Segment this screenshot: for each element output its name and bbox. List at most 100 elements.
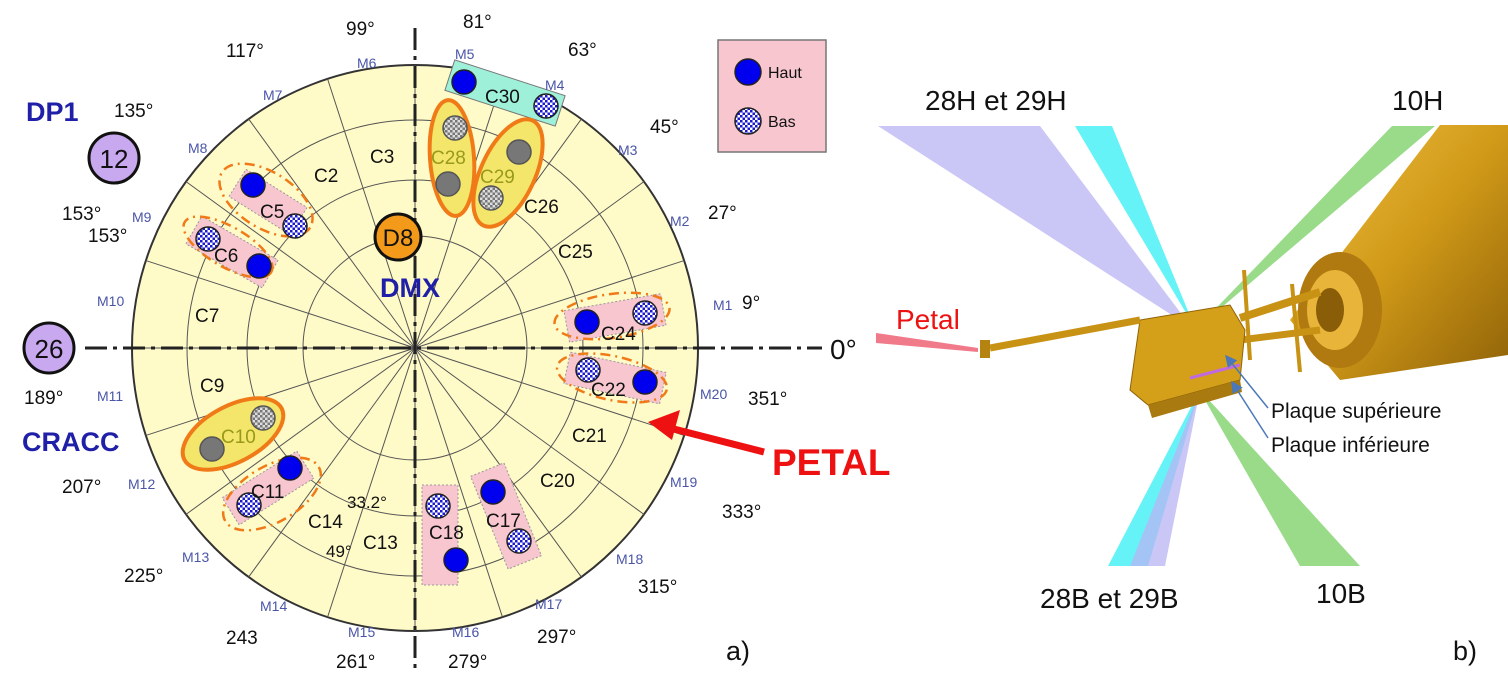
lower-plate-label: Plaque inférieure <box>1271 434 1430 457</box>
module-label-m16: M16 <box>452 624 479 640</box>
haut-marker <box>481 480 505 504</box>
module-label-m20: M20 <box>700 386 727 402</box>
module-label-m7: M7 <box>263 87 283 103</box>
petal-text: Petal <box>896 304 960 335</box>
angle-135: 135° <box>114 101 153 122</box>
angle-261: 261° <box>336 652 375 673</box>
cell-c20: C20 <box>540 471 575 492</box>
cell-c5: C5 <box>260 202 284 223</box>
bas-marker-gray <box>443 116 467 140</box>
inner-angle-49: 49° <box>326 542 352 561</box>
cracc-number: 26 <box>35 334 64 364</box>
dmx-label: DMX <box>380 273 440 303</box>
bas-marker-gray <box>479 186 503 210</box>
angle-207: 207° <box>62 477 101 498</box>
beam-label-28b-29b: 28B et 29B <box>1040 583 1179 614</box>
petal-tip <box>980 340 990 358</box>
module-label-m12: M12 <box>128 476 155 492</box>
module-label-m4: M4 <box>545 77 565 93</box>
cell-c26: C26 <box>524 197 559 218</box>
angle-153: 153° <box>62 204 101 225</box>
haut-marker <box>247 254 271 278</box>
dp1-label: DP1 <box>26 97 79 127</box>
haut-marker-gray <box>436 172 460 196</box>
bas-marker <box>534 94 558 118</box>
angle-297: 297° <box>537 627 576 648</box>
cell-c25: C25 <box>558 242 593 263</box>
panel-label-b: b) <box>1453 636 1477 666</box>
module-label-m6: M6 <box>357 55 377 71</box>
legend-haut-swatch <box>735 59 761 85</box>
module-label-m14: M14 <box>260 598 287 614</box>
beam-label-10h: 10H <box>1392 85 1443 116</box>
module-label-m3: M3 <box>618 142 638 158</box>
cell-c2: C2 <box>314 166 338 187</box>
module-label-m17: M17 <box>535 596 562 612</box>
cell-c13: C13 <box>363 533 398 554</box>
module-label-m13: M13 <box>182 549 209 565</box>
beam-label-28h-29h: 28H et 29H <box>925 85 1067 116</box>
panel-a-diagram: D8 M1 M2 M3 M4 M5 M6 M7 M8 M9 M10 M11 M1… <box>22 12 891 673</box>
beam-label-10b: 10B <box>1316 578 1366 609</box>
angle-315: 315° <box>638 577 677 598</box>
module-label-m9: M9 <box>132 209 152 225</box>
legend-haut-label: Haut <box>768 65 802 82</box>
legend: Haut Bas <box>718 40 826 152</box>
bas-marker <box>507 529 531 553</box>
angle-279: 279° <box>448 652 487 673</box>
cell-c7: C7 <box>195 306 219 327</box>
module-label-m18: M18 <box>616 551 643 567</box>
bas-marker <box>283 214 307 238</box>
legend-bas-label: Bas <box>768 114 796 131</box>
angle-117: 117° <box>226 41 264 62</box>
cell-c17: C17 <box>486 511 521 532</box>
dp1-number: 12 <box>100 144 129 174</box>
petal-beam <box>876 333 978 352</box>
angle-9: 9° <box>742 293 760 314</box>
module-label-m19: M19 <box>670 474 697 490</box>
cell-c11: C11 <box>251 482 284 503</box>
haut-marker <box>452 70 476 94</box>
haut-marker-gray <box>507 140 531 164</box>
cell-c14: C14 <box>308 512 343 533</box>
inner-angle-33-2: 33.2° <box>347 493 387 512</box>
upper-plate-label: Plaque supérieure <box>1271 400 1441 423</box>
cell-c21: C21 <box>572 426 607 447</box>
cell-c22: C22 <box>591 380 626 401</box>
petal-arrow-shaft <box>670 428 764 452</box>
haut-marker <box>444 548 468 572</box>
cell-c9: C9 <box>200 376 224 397</box>
module-label-m5: M5 <box>455 46 475 62</box>
cell-c30: C30 <box>485 87 520 108</box>
module-label-m2: M2 <box>670 213 690 229</box>
bas-marker <box>426 494 450 518</box>
petal-rod <box>990 320 1140 348</box>
angle-81: 81° <box>463 12 492 33</box>
haut-marker <box>278 456 302 480</box>
module-label-m1: M1 <box>713 297 733 313</box>
panel-b-render: Petal Plaque supérieure Plaque inférieur… <box>876 85 1508 666</box>
cell-c6: C6 <box>214 246 238 267</box>
module-label-m8: M8 <box>188 140 208 156</box>
module-label-m11: M11 <box>97 388 123 404</box>
angle-63: 63° <box>568 40 597 61</box>
angle-189: 189° <box>24 388 63 409</box>
d8-label: D8 <box>383 225 414 252</box>
bas-marker <box>576 358 600 382</box>
angle-351: 351° <box>748 389 787 410</box>
angle-243: 243 <box>226 628 258 649</box>
module-label-m15: M15 <box>348 624 375 640</box>
panel-label-a: a) <box>726 636 750 666</box>
cell-c18: C18 <box>429 523 464 544</box>
cell-c10: C10 <box>221 427 256 448</box>
petal-label: PETAL <box>772 442 891 483</box>
haut-marker <box>575 310 599 334</box>
angle-27: 27° <box>708 203 737 224</box>
angle-45: 45° <box>650 117 679 138</box>
haut-marker <box>633 370 657 394</box>
cell-c29: C29 <box>480 167 515 188</box>
module-label-m10: M10 <box>97 293 124 309</box>
angle-99: 99° <box>346 19 375 40</box>
haut-marker <box>241 173 265 197</box>
